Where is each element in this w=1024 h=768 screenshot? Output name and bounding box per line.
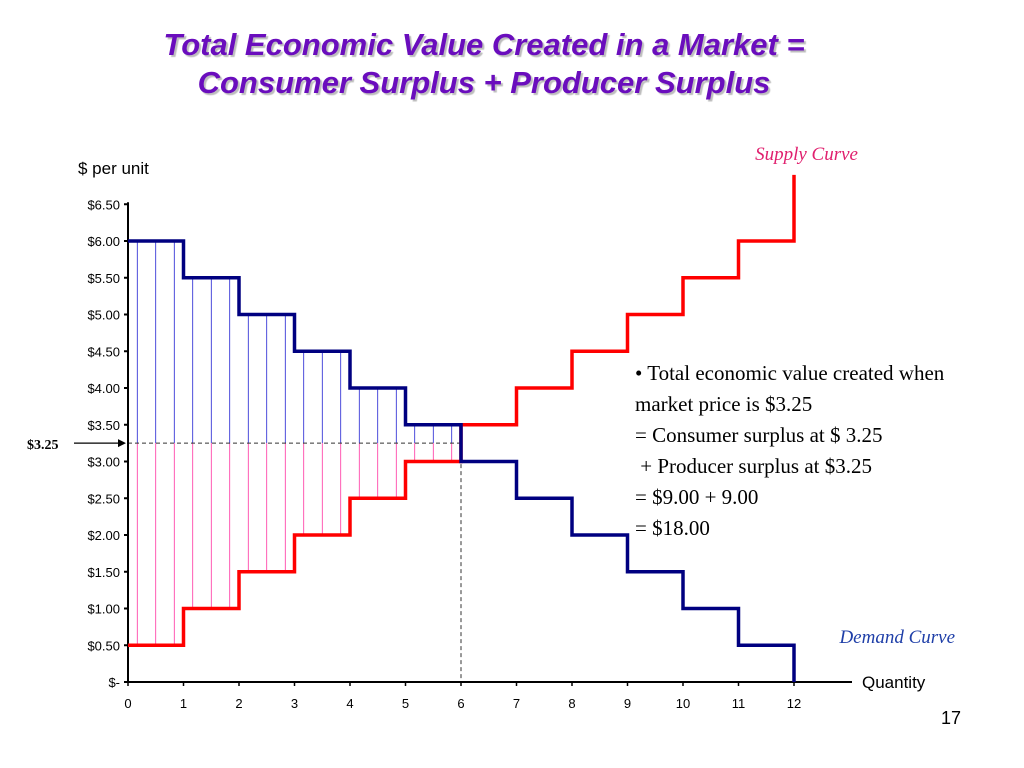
- x-tick-label: 1: [180, 696, 187, 711]
- y-tick-label: $-: [108, 675, 120, 690]
- chart-series: [128, 174, 796, 682]
- x-tick-label: 3: [291, 696, 298, 711]
- x-tick-label: 8: [568, 696, 575, 711]
- y-tick-label: $5.50: [87, 271, 120, 286]
- y-tick-label: $4.00: [87, 381, 120, 396]
- x-tick-label: 12: [787, 696, 801, 711]
- y-tick-label: $2.00: [87, 528, 120, 543]
- y-tick-label: $1.00: [87, 602, 120, 617]
- y-tick-label: $3.00: [87, 455, 120, 470]
- market-price-arrowhead: [118, 439, 126, 448]
- y-tick-label: $3.50: [87, 418, 120, 433]
- x-tick-label: 4: [346, 696, 353, 711]
- y-tick-label: $6.50: [87, 197, 120, 212]
- annotation-line-4: + Producer surplus at $3.25: [635, 454, 872, 478]
- annotation-text-box: • Total economic value created when mark…: [635, 358, 1020, 544]
- y-tick-label: $6.00: [87, 234, 120, 249]
- annotation-line-1: • Total economic value created when: [635, 361, 945, 385]
- y-tick-label: $0.50: [87, 638, 120, 653]
- x-tick-label: 0: [124, 696, 131, 711]
- demand-curve: [128, 239, 796, 682]
- x-tick-label: 11: [732, 696, 746, 711]
- slide-title-line-2: Consumer Surplus + Producer Surplus: [197, 65, 771, 100]
- market-price-label: $3.25: [27, 438, 59, 453]
- x-tick-label: 2: [235, 696, 242, 711]
- x-tick-label: 6: [457, 696, 464, 711]
- chart-labels: $- $0.50 $1.00 $1.50 $2.00 $2.50 $3.00 $3.50 $4.…: [27, 144, 955, 711]
- annotation-line-3: = Consumer surplus at $ 3.25: [635, 423, 883, 447]
- annotation-line-2: market price is $3.25: [635, 392, 813, 416]
- supply-curve-label: Supply Curve: [755, 144, 858, 165]
- slide-title-line-1: Total Economic Value Created in a Market…: [163, 27, 805, 62]
- x-tick-label: 5: [402, 696, 409, 711]
- x-tick-label: 10: [676, 696, 690, 711]
- y-tick-label: $5.00: [87, 308, 120, 323]
- y-tick-label: $4.50: [87, 344, 120, 359]
- demand-curve-label: Demand Curve: [838, 627, 955, 648]
- annotation-line-6: = $18.00: [635, 516, 710, 540]
- y-tick-label: $1.50: [87, 565, 120, 580]
- chart-axes: [124, 202, 852, 686]
- surplus-fills: [128, 241, 462, 682]
- x-tick-label: 9: [624, 696, 631, 711]
- slide-title: Total Economic Value Created in a Market…: [0, 26, 968, 102]
- page-number: 17: [940, 708, 961, 728]
- y-tick-label: $2.50: [87, 491, 120, 506]
- annotation-line-5: = $9.00 + 9.00: [635, 485, 759, 509]
- y-axis-title: $ per unit: [78, 159, 149, 178]
- x-tick-label: 7: [513, 696, 520, 711]
- x-axis-title: Quantity: [862, 673, 926, 692]
